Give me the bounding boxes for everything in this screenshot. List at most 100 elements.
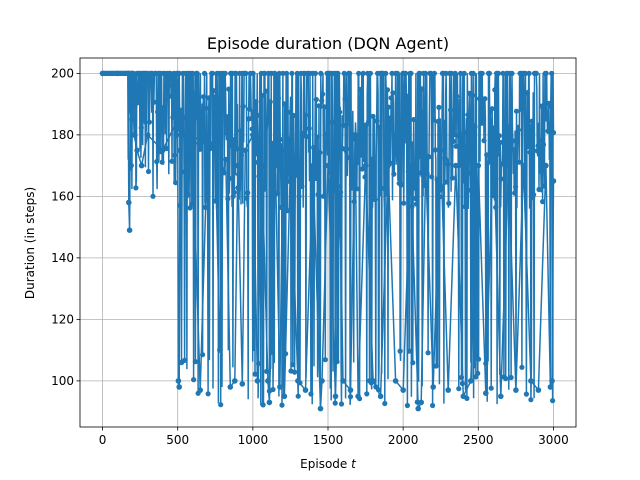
series-marker — [169, 158, 175, 164]
x-tick-label: 0 — [99, 433, 107, 447]
data-point — [99, 70, 106, 77]
data-point — [129, 116, 135, 123]
series-marker — [500, 70, 506, 76]
series-marker — [495, 70, 501, 76]
series-marker — [385, 104, 391, 110]
x-axis-label: Episode t — [300, 457, 357, 471]
series-marker — [172, 152, 178, 158]
series-marker — [443, 70, 449, 76]
series-marker — [313, 96, 319, 103]
series-marker — [369, 156, 375, 162]
series-marker — [499, 161, 505, 167]
data-point — [212, 147, 219, 154]
data-point — [295, 378, 301, 384]
series-marker — [434, 176, 440, 183]
data-point — [144, 132, 151, 138]
series-marker — [476, 96, 483, 102]
series-marker — [476, 356, 482, 362]
series-marker — [329, 119, 336, 125]
series-marker — [444, 179, 450, 185]
data-point — [430, 384, 437, 390]
series-marker — [524, 90, 530, 96]
series-marker — [525, 143, 531, 150]
series-marker — [276, 70, 282, 76]
data-point — [232, 378, 238, 384]
series-marker — [449, 175, 456, 181]
series-marker — [306, 125, 312, 132]
series-marker — [394, 70, 400, 76]
series-marker — [491, 128, 497, 134]
data-point — [437, 147, 444, 154]
series-marker — [526, 70, 532, 76]
data-point — [254, 378, 261, 384]
series-marker — [135, 93, 141, 99]
series-marker — [383, 70, 389, 76]
data-point — [127, 101, 134, 107]
series-marker — [419, 86, 425, 92]
series-marker — [480, 119, 486, 125]
series-marker — [231, 189, 237, 195]
series-marker — [260, 402, 266, 408]
data-point — [134, 147, 140, 154]
series-marker — [217, 133, 223, 139]
data-point — [445, 387, 452, 393]
series-marker — [469, 92, 475, 98]
series-marker — [529, 118, 535, 124]
series-marker — [458, 70, 464, 76]
data-point — [505, 162, 512, 169]
series-marker — [174, 79, 180, 85]
data-point — [266, 399, 273, 406]
series-marker — [316, 103, 322, 109]
series-marker — [485, 160, 491, 166]
series-marker — [165, 83, 171, 89]
data-point — [189, 147, 196, 154]
series-marker — [498, 176, 504, 182]
data-point — [362, 162, 369, 169]
series-marker — [269, 140, 275, 146]
series-marker — [289, 70, 295, 76]
series-marker — [243, 70, 249, 76]
series-marker — [328, 178, 334, 184]
series-marker — [238, 152, 244, 158]
series-marker — [415, 133, 421, 139]
series-marker — [218, 402, 224, 408]
data-point — [128, 162, 134, 169]
series-marker — [319, 98, 325, 104]
data-point — [310, 162, 316, 169]
x-axis-label-text: Episode — [300, 457, 347, 471]
series-marker — [345, 154, 351, 161]
series-marker — [515, 127, 521, 133]
series-marker — [185, 191, 191, 198]
data-point — [183, 162, 190, 169]
series-marker — [454, 93, 460, 100]
data-point — [319, 378, 325, 384]
data-point — [197, 387, 203, 393]
series-marker — [528, 397, 534, 403]
series-marker — [470, 70, 476, 76]
data-point — [174, 116, 181, 123]
series-marker — [426, 154, 432, 160]
series-marker — [462, 204, 468, 210]
series-marker — [403, 70, 409, 76]
series-marker — [191, 377, 197, 383]
series-marker — [465, 112, 471, 118]
y-tick-label: 120 — [51, 312, 74, 326]
series-marker — [259, 92, 265, 98]
series-marker — [527, 149, 533, 155]
series-marker — [159, 159, 165, 165]
series-marker — [484, 152, 490, 158]
series-marker — [391, 171, 397, 177]
series-marker — [341, 70, 347, 76]
data-point — [528, 378, 534, 384]
series-marker — [392, 138, 398, 144]
series-marker — [481, 138, 487, 144]
series-marker — [190, 70, 196, 76]
series-marker — [208, 144, 214, 150]
data-point — [550, 178, 557, 184]
series-marker — [192, 359, 198, 365]
series-marker — [492, 87, 498, 93]
data-point — [415, 405, 422, 412]
series-marker — [173, 180, 179, 186]
series-marker — [450, 138, 456, 144]
data-point — [114, 70, 121, 77]
